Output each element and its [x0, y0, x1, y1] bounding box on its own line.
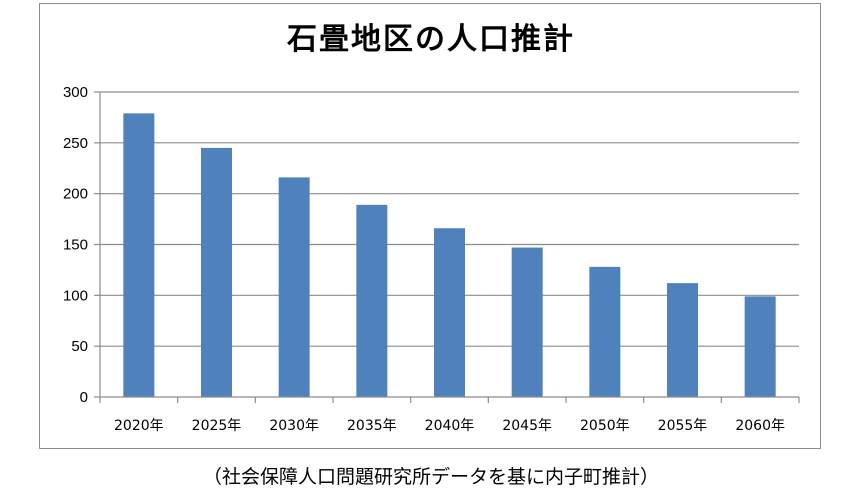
x-tick-label: 2035年: [347, 418, 397, 434]
x-tick-label: 2030年: [269, 418, 319, 434]
y-tick-label: 300: [63, 84, 88, 101]
bar: [744, 296, 776, 397]
chart-title: 石畳地区の人口推計: [287, 22, 575, 57]
axes: [94, 91, 800, 403]
x-tick-label: 2060年: [735, 418, 785, 434]
x-tick-label: 2025年: [192, 418, 242, 434]
bar: [123, 113, 155, 397]
y-tick-label: 100: [63, 287, 88, 304]
x-tick-label: 2020年: [114, 418, 164, 434]
y-tick-label: 200: [63, 186, 88, 203]
source-note: （社会保障人口問題研究所データを基に内子町推計）: [202, 466, 659, 488]
y-tick-label: 50: [71, 338, 88, 355]
bar: [511, 247, 543, 397]
bar: [589, 266, 621, 397]
x-tick-label: 2040年: [425, 418, 475, 434]
bar: [356, 204, 388, 397]
bar: [201, 147, 232, 397]
y-tick-labels: 0 50 100 150 200 250 300: [63, 84, 88, 406]
bar: [434, 228, 465, 397]
bars: [123, 113, 776, 397]
x-tick-labels: 2020年 2025年 2030年 2035年 2040年 2045年 2050年 2055年…: [114, 418, 785, 434]
y-tick-label: 0: [80, 389, 88, 406]
y-tick-label: 250: [63, 135, 88, 152]
x-tick-label: 2055年: [658, 418, 708, 434]
x-tick-label: 2045年: [502, 418, 552, 434]
y-tick-label: 150: [63, 237, 88, 254]
bar: [278, 177, 310, 397]
bar: [667, 283, 698, 397]
x-tick-label: 2050年: [580, 418, 630, 434]
